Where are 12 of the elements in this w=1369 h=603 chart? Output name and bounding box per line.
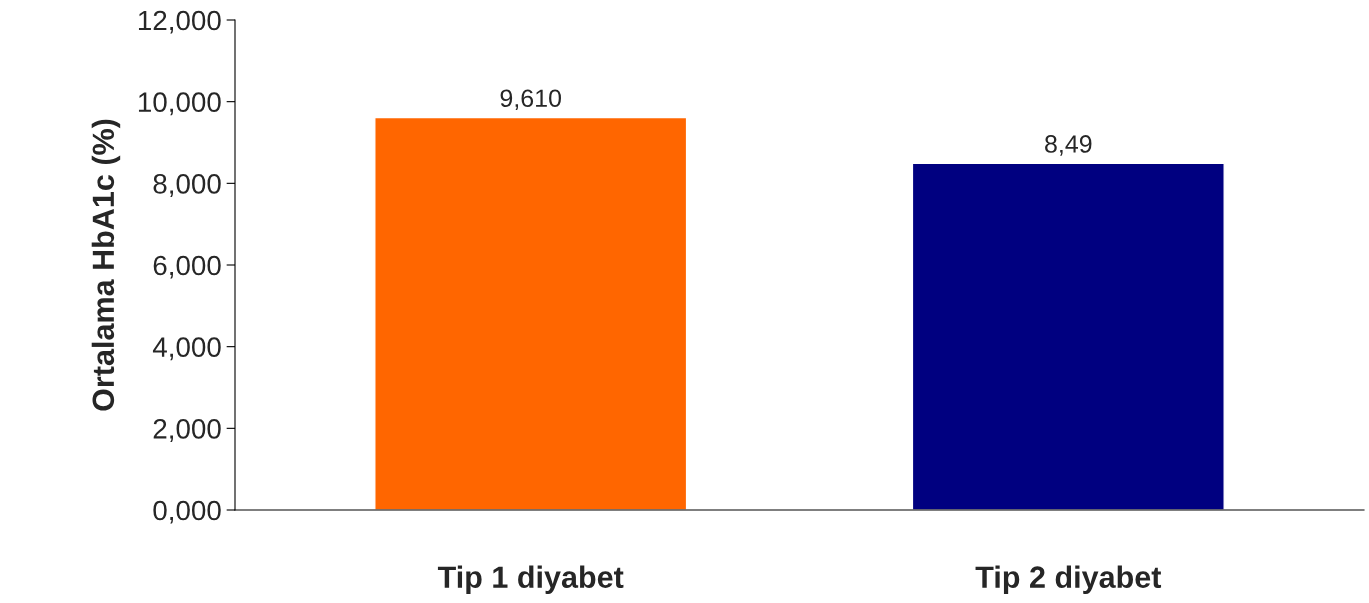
y-axis-title: Ortalama HbA1c (%) [91, 119, 121, 411]
y-tick-label: 6,000 [153, 255, 221, 279]
y-tick-label: 4,000 [152, 337, 221, 361]
y-tick-label: 8,000 [153, 174, 221, 197]
y-tick-label: 12,000 [138, 10, 221, 34]
x-tick-label: Tip 2 diyabet [975, 565, 1162, 595]
x-tick-label: Tip 1 diyabet [437, 565, 624, 595]
y-tick-label: 2,000 [153, 419, 221, 442]
y-tick-label: 0,000 [153, 500, 221, 524]
y-tick-label: 10,000 [138, 92, 221, 116]
data-label: 9,610 [500, 89, 561, 111]
data-label: 8,49 [1045, 135, 1092, 156]
